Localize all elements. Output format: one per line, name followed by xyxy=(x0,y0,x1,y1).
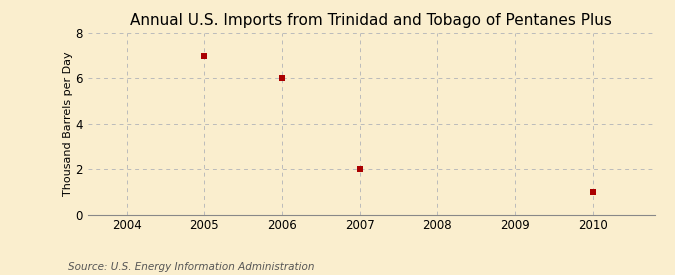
Point xyxy=(354,167,365,171)
Point xyxy=(277,76,288,81)
Y-axis label: Thousand Barrels per Day: Thousand Barrels per Day xyxy=(63,51,73,196)
Point xyxy=(587,190,598,194)
Point xyxy=(199,53,210,58)
Text: Source: U.S. Energy Information Administration: Source: U.S. Energy Information Administ… xyxy=(68,262,314,272)
Title: Annual U.S. Imports from Trinidad and Tobago of Pentanes Plus: Annual U.S. Imports from Trinidad and To… xyxy=(130,13,612,28)
